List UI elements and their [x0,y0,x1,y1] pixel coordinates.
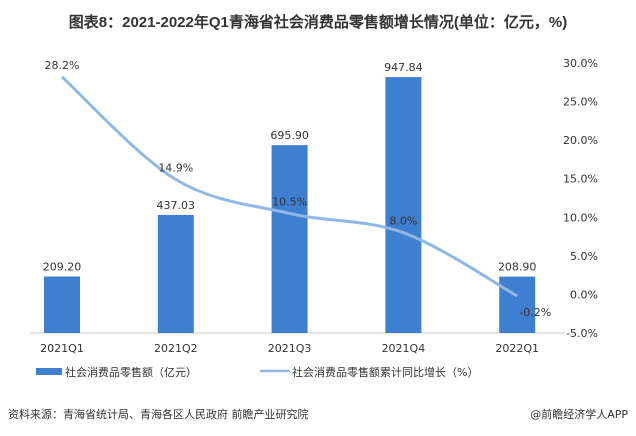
y-right-tick: 5.0% [570,250,598,263]
bar-label: 695.90 [270,129,309,142]
y-right-tick: 15.0% [563,173,598,186]
legend-bar-label: 社会消费品零售额（亿元） [65,365,197,379]
x-tick: 2021Q3 [268,342,312,355]
line-label: 10.5% [272,195,307,208]
line-label: -0.2% [519,306,551,319]
bar-2021Q3 [271,145,308,333]
bar-2021Q2 [157,215,194,333]
x-tick: 2021Q1 [40,342,84,355]
y-right-tick: 20.0% [563,134,598,147]
y-right-tick: -5.0% [566,327,598,340]
bar-label: 208.90 [498,261,537,274]
bar-2022Q1 [499,276,536,333]
bar-label: 437.03 [157,199,196,212]
y-right-tick: 30.0% [563,57,598,70]
bar-label: 209.20 [43,261,82,274]
x-tick: 2021Q2 [154,342,198,355]
line-label: 14.9% [158,161,193,174]
bar-2021Q1 [44,276,80,333]
line-label: 28.2% [45,59,80,72]
bar-2021Q4 [385,77,422,334]
line-label: 8.0% [389,215,417,228]
bar-label: 947.84 [384,61,423,74]
source-note: 资料来源：青海省统计局、青海各区人民政府 前瞻产业研究院 [8,407,309,421]
y-right-tick: 0.0% [570,288,598,301]
chart-title: 图表8：2021-2022年Q1青海省社会消费品零售额增长情况(单位：亿元，%) [69,13,567,31]
legend-line-label: 社会消费品零售额累计同比增长（%） [292,365,478,379]
credit: @前瞻经济学人APP [530,407,628,421]
growth-line [60,75,518,298]
x-tick: 2022Q1 [495,342,539,355]
legend-bar-swatch [36,368,62,375]
x-tick: 2021Q4 [382,342,426,355]
y-right-tick: 25.0% [563,96,598,109]
legend: 社会消费品零售额（亿元） 社会消费品零售额累计同比增长（%） [36,365,478,379]
y-right-tick: 10.0% [563,211,598,224]
